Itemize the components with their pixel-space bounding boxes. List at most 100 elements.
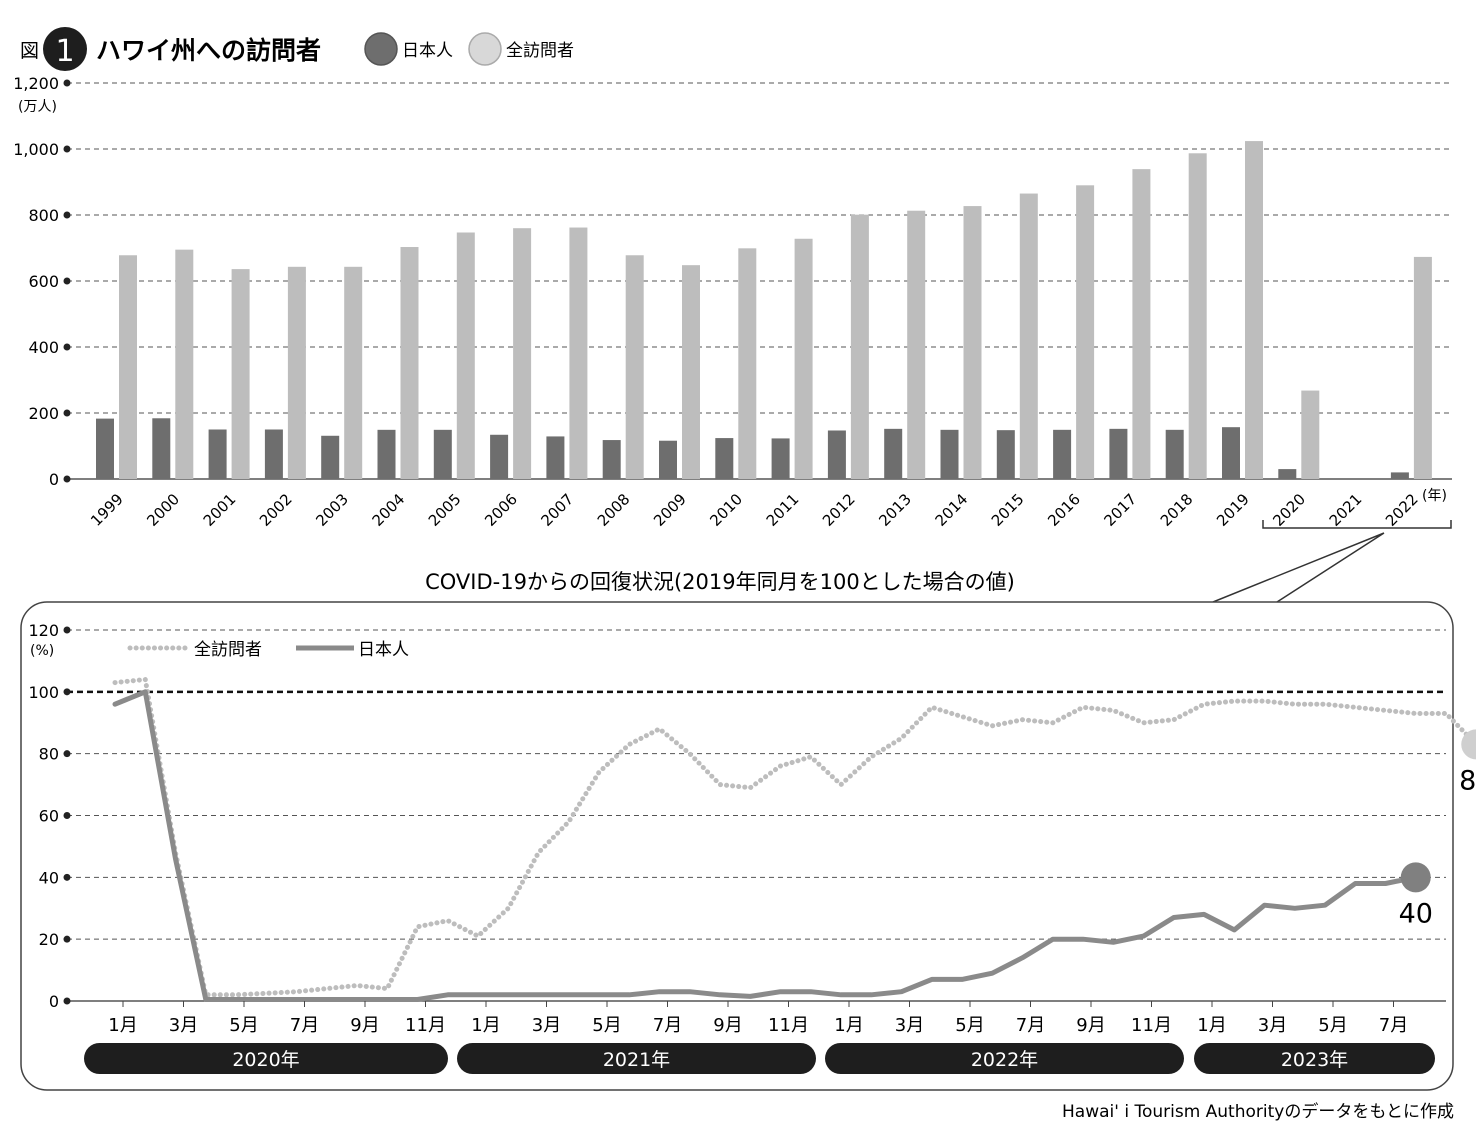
bar-japanese-2002	[264, 429, 283, 479]
figure-number: 1	[55, 34, 74, 69]
bar-x-tick-label: 2005	[425, 490, 465, 530]
bar-japanese-2010	[715, 438, 734, 479]
bar-all-2018	[1188, 153, 1207, 480]
line-chart-title: COVID-19からの回復状況(2019年同月を100とした場合の値)	[425, 570, 1015, 594]
bar-y-tick-label: 600	[28, 272, 59, 291]
bar-all-2015	[1019, 193, 1038, 480]
bar-japanese-2015	[996, 430, 1015, 479]
line-legend-all-label: 全訪問者	[194, 640, 262, 660]
line-y-tick-dot	[63, 812, 71, 819]
line-chart-panel	[20, 601, 1454, 1091]
year-pill-label: 2023年	[1281, 1049, 1348, 1071]
bar-y-tick-dot	[63, 277, 71, 285]
bar-x-tick-label: 2018	[1157, 490, 1197, 530]
bar-japanese-2008	[602, 440, 621, 479]
year-pill-2022年	[825, 1043, 1184, 1074]
legend-all-label: 全訪問者	[506, 41, 574, 61]
bar-y-tick-label: 200	[28, 404, 59, 423]
year-pill-2021年	[457, 1043, 816, 1074]
line-series-group: 83 40	[112, 677, 1476, 1002]
line-y-tick-label: 20	[39, 930, 59, 949]
bar-japanese-2014	[940, 429, 959, 479]
bar-y-tick-dot	[63, 343, 71, 351]
bar-all-2004	[400, 247, 419, 479]
bar-japanese-2017	[1109, 428, 1128, 479]
line-y-unit: (%)	[30, 643, 54, 659]
bar-y-tick-dot	[63, 145, 71, 153]
line-x-tick-label: 9月	[350, 1015, 379, 1036]
bar-x-tick-label: 2022	[1382, 490, 1422, 530]
bar-all-2009	[682, 265, 700, 479]
callout-connector	[1212, 532, 1385, 603]
legend-japanese-swatch	[364, 32, 398, 66]
year-pill-label: 2022年	[971, 1049, 1038, 1071]
year-pill-label: 2020年	[232, 1049, 299, 1071]
line-x-tick-label: 9月	[713, 1015, 742, 1036]
line-legend-japanese-label: 日本人	[358, 640, 409, 660]
bar-japanese-2011	[771, 438, 790, 479]
bar-japanese-2018	[1165, 429, 1184, 479]
endpoint-all-label: 83	[1459, 765, 1476, 796]
line-x-tick-label: 7月	[1379, 1015, 1408, 1036]
line-x-tick-label: 5月	[955, 1015, 984, 1036]
line-y-tick-dot	[63, 750, 71, 758]
line-y-tick-label: 40	[39, 868, 59, 887]
bar-japanese-2013	[884, 428, 903, 479]
bar-japanese-1999	[96, 418, 114, 479]
line-y-tick-dot	[63, 935, 71, 943]
endpoint-japanese-label: 40	[1399, 898, 1433, 929]
bar-all-2006	[513, 228, 532, 479]
bar-x-tick-label: 2001	[200, 490, 240, 530]
line-y-tick-label: 120	[28, 621, 59, 640]
line-y-tick-dot	[63, 688, 71, 696]
bar-y-tick-label: 400	[28, 338, 59, 357]
bar-japanese-2019	[1222, 427, 1240, 479]
line-series-all	[112, 677, 1476, 998]
bar-x-unit: (年)	[1422, 488, 1447, 504]
bar-all-1999	[119, 255, 137, 479]
line-x-tick-label: 5月	[1318, 1015, 1347, 1036]
bar-all-2017	[1132, 169, 1151, 479]
bar-x-tick-label: 2009	[650, 490, 690, 530]
endpoint-all	[1461, 729, 1476, 760]
bar-japanese-2009	[659, 440, 677, 479]
year-labels: 2020年 2021年 2022年 2023年	[84, 1043, 1435, 1074]
bar-x-tick-label: 2019	[1213, 490, 1253, 530]
legend-all-swatch	[468, 32, 502, 66]
bar-x-tick-label: 2002	[256, 490, 296, 530]
bar-x-tick-label: 2020	[1269, 490, 1309, 530]
bar-x-tick-label: 2003	[312, 490, 352, 530]
bar-x-tick-label: 2015	[988, 490, 1028, 530]
year-pill-2020年	[84, 1043, 448, 1074]
bar-all-2019	[1245, 141, 1263, 479]
bar-all-2010	[738, 248, 757, 479]
endpoint-japanese	[1400, 862, 1431, 893]
bar-x-tick-label: 2008	[594, 490, 634, 530]
bar-japanese-2016	[1053, 429, 1072, 479]
line-x-tick-label: 3月	[1258, 1015, 1287, 1036]
line-x-tick-label: 1月	[1197, 1015, 1226, 1036]
line-x-tick-label: 7月	[1016, 1015, 1045, 1036]
bar-all-2007	[569, 227, 588, 479]
bar-y-tick-label: 800	[28, 206, 59, 225]
line-x-tick-label: 3月	[532, 1015, 561, 1036]
bar-japanese-2001	[208, 429, 227, 479]
bar-x-tick-label: 2004	[369, 490, 409, 530]
bar-x-tick-label: 2017	[1100, 490, 1140, 530]
bar-japanese-2012	[827, 430, 846, 479]
line-y-tick-label: 80	[39, 745, 59, 764]
line-y-tick-dot	[63, 626, 71, 634]
bar-x-axis: 1999 2000 2001 2002 2003 2004 2005 2006 2007 2008…	[87, 490, 1422, 530]
line-x-tick-label: 7月	[290, 1015, 319, 1036]
line-y-tick-dot	[63, 873, 71, 881]
bar-japanese-2000	[152, 418, 171, 479]
source-note: Hawai' i Tourism Authorityのデータをもとに作成	[1062, 1101, 1454, 1122]
bar-japanese-2003	[321, 435, 340, 479]
bar-chart: (万人) 0 200 400 600 800 1,000 1,200 1999 2000 200…	[13, 74, 1452, 603]
bar-x-tick-label: 1999	[87, 490, 127, 530]
bar-all-2020	[1301, 390, 1320, 479]
bar-x-tick-label: 2010	[706, 490, 746, 530]
line-x-tick-label: 5月	[592, 1015, 621, 1036]
line-x-tick-label: 3月	[169, 1015, 198, 1036]
